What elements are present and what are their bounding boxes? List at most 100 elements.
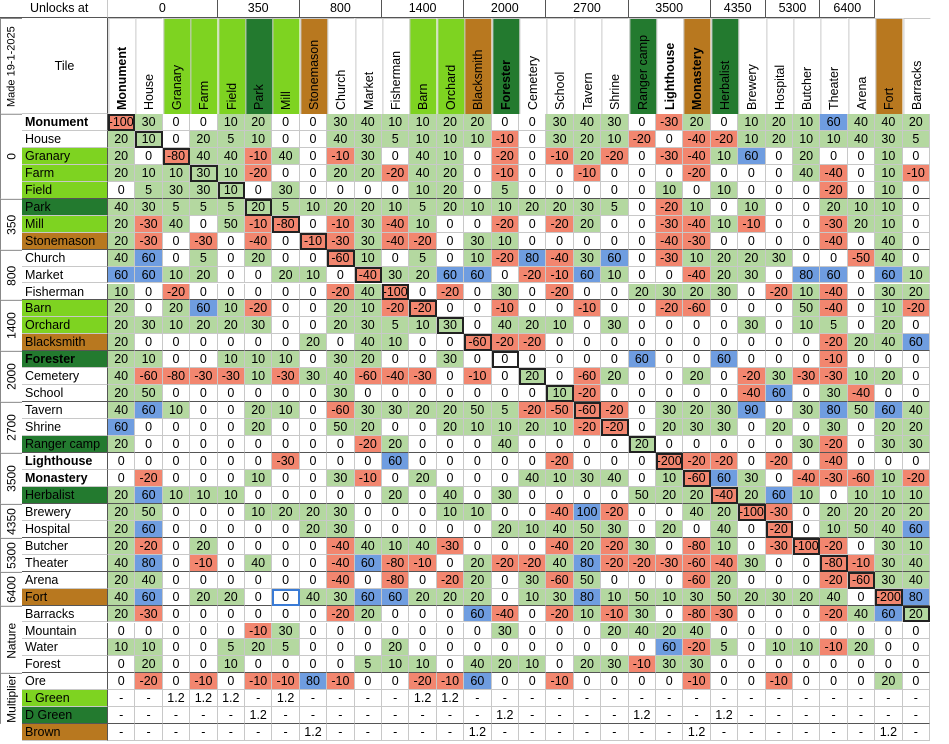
table-cell[interactable]: 30 bbox=[299, 368, 328, 386]
table-cell[interactable]: -20 bbox=[628, 554, 656, 572]
table-cell[interactable]: 40 bbox=[135, 571, 163, 589]
table-cell[interactable]: - bbox=[875, 707, 903, 725]
table-cell[interactable]: 20 bbox=[519, 317, 547, 335]
table-cell[interactable]: -30 bbox=[656, 215, 684, 233]
row-label[interactable]: Butcher bbox=[22, 537, 108, 555]
table-cell[interactable]: 20 bbox=[436, 164, 465, 182]
table-cell[interactable]: 20 bbox=[108, 130, 136, 148]
table-cell[interactable]: 20 bbox=[573, 215, 602, 233]
table-cell[interactable]: 0 bbox=[765, 164, 793, 182]
table-cell[interactable]: 0 bbox=[382, 520, 410, 538]
table-cell[interactable]: 0 bbox=[190, 114, 218, 131]
table-cell[interactable]: -40 bbox=[710, 554, 739, 572]
table-cell[interactable]: 0 bbox=[793, 503, 821, 521]
table-cell[interactable]: 0 bbox=[245, 656, 273, 674]
table-cell[interactable]: - bbox=[875, 690, 903, 708]
table-cell[interactable]: 10 bbox=[135, 164, 163, 182]
table-cell[interactable]: 0 bbox=[628, 419, 656, 437]
table-cell[interactable]: 0 bbox=[409, 453, 437, 470]
table-cell[interactable]: 0 bbox=[245, 283, 273, 301]
table-cell[interactable]: 20 bbox=[628, 436, 656, 453]
table-cell[interactable]: 0 bbox=[217, 232, 245, 250]
table-cell[interactable]: 0 bbox=[217, 385, 245, 403]
row-label[interactable]: Fort bbox=[22, 588, 108, 606]
table-cell[interactable]: 0 bbox=[820, 249, 848, 267]
table-cell[interactable]: -20 bbox=[491, 334, 519, 352]
table-cell[interactable]: 30 bbox=[656, 283, 684, 301]
table-cell[interactable]: 10 bbox=[738, 114, 766, 131]
table-cell[interactable]: 0 bbox=[162, 114, 191, 131]
table-cell[interactable]: 0 bbox=[464, 469, 492, 487]
table-cell[interactable]: -40 bbox=[491, 605, 519, 623]
table-cell[interactable]: 0 bbox=[546, 351, 574, 369]
table-cell[interactable]: 20 bbox=[875, 419, 903, 437]
table-cell[interactable]: 20 bbox=[875, 368, 903, 386]
table-cell[interactable]: 30 bbox=[656, 402, 684, 420]
table-cell[interactable]: 0 bbox=[573, 334, 602, 352]
table-cell[interactable]: 0 bbox=[656, 334, 684, 352]
column-header[interactable]: Church bbox=[327, 18, 355, 114]
table-cell[interactable]: 20 bbox=[382, 436, 410, 453]
table-cell[interactable]: -20 bbox=[601, 537, 629, 555]
row-label[interactable]: Mountain bbox=[22, 622, 108, 640]
table-cell[interactable]: - bbox=[354, 707, 382, 725]
table-cell[interactable]: 0 bbox=[875, 385, 903, 403]
table-cell[interactable]: 0 bbox=[299, 215, 328, 233]
table-cell[interactable]: 0 bbox=[382, 605, 410, 623]
table-cell[interactable]: 0 bbox=[245, 181, 273, 199]
table-cell[interactable]: 0 bbox=[162, 130, 191, 148]
table-cell[interactable]: 0 bbox=[382, 419, 410, 437]
table-cell[interactable]: 0 bbox=[464, 164, 492, 182]
table-cell[interactable]: 60 bbox=[710, 469, 739, 487]
table-cell[interactable]: -30 bbox=[190, 232, 218, 250]
table-cell[interactable]: 0 bbox=[738, 656, 766, 674]
table-cell[interactable]: 60 bbox=[573, 266, 602, 284]
table-cell[interactable]: 30 bbox=[793, 402, 821, 420]
table-cell[interactable]: 0 bbox=[436, 520, 465, 538]
table-cell[interactable]: -20 bbox=[519, 402, 547, 420]
table-cell[interactable]: 0 bbox=[436, 436, 465, 453]
table-cell[interactable]: -20 bbox=[245, 300, 273, 318]
table-cell[interactable]: 0 bbox=[710, 436, 739, 453]
table-cell[interactable]: -30 bbox=[656, 147, 684, 165]
table-cell[interactable]: 40 bbox=[519, 469, 547, 487]
table-cell[interactable]: 80 bbox=[573, 554, 602, 572]
table-cell[interactable]: -20 bbox=[491, 554, 519, 572]
table-cell[interactable]: 0 bbox=[464, 453, 492, 470]
table-cell[interactable]: - bbox=[327, 690, 355, 708]
table-cell[interactable]: 20 bbox=[409, 402, 437, 420]
table-cell[interactable]: 10 bbox=[573, 605, 602, 623]
row-label[interactable]: Granary bbox=[22, 147, 108, 165]
table-cell[interactable]: 0 bbox=[902, 198, 930, 216]
table-cell[interactable]: 60 bbox=[108, 419, 136, 437]
table-cell[interactable]: 10 bbox=[793, 317, 821, 335]
table-cell[interactable]: 0 bbox=[217, 605, 245, 623]
table-cell[interactable]: -60 bbox=[683, 469, 711, 487]
table-cell[interactable]: 30 bbox=[327, 385, 355, 403]
table-cell[interactable]: 0 bbox=[272, 486, 300, 504]
table-cell[interactable]: 60 bbox=[135, 520, 163, 538]
table-cell[interactable]: -20 bbox=[902, 300, 930, 318]
tile-header[interactable]: Tile bbox=[22, 18, 108, 114]
table-cell[interactable]: 60 bbox=[875, 266, 903, 284]
table-cell[interactable]: 10 bbox=[245, 130, 273, 148]
table-cell[interactable]: 0 bbox=[299, 656, 328, 674]
table-cell[interactable]: -10 bbox=[245, 673, 273, 691]
table-cell[interactable]: - bbox=[847, 690, 876, 708]
table-cell[interactable]: 10 bbox=[546, 469, 574, 487]
table-cell[interactable]: 0 bbox=[217, 266, 245, 284]
table-cell[interactable]: 0 bbox=[491, 368, 519, 386]
table-cell[interactable]: 0 bbox=[162, 673, 191, 691]
table-cell[interactable]: 20 bbox=[765, 130, 793, 148]
column-header[interactable]: Stonemason bbox=[299, 18, 328, 114]
table-cell[interactable]: 0 bbox=[354, 385, 382, 403]
table-cell[interactable]: 20 bbox=[491, 656, 519, 674]
table-cell[interactable]: 1.2 bbox=[245, 707, 273, 725]
table-cell[interactable]: 20 bbox=[354, 351, 382, 369]
row-label[interactable]: Monastery bbox=[22, 469, 108, 487]
table-cell[interactable]: 0 bbox=[436, 605, 465, 623]
table-cell[interactable]: -40 bbox=[820, 300, 848, 318]
table-cell[interactable]: 0 bbox=[436, 639, 465, 657]
table-cell[interactable]: 60 bbox=[135, 266, 163, 284]
column-header[interactable]: Shrine bbox=[601, 18, 629, 114]
